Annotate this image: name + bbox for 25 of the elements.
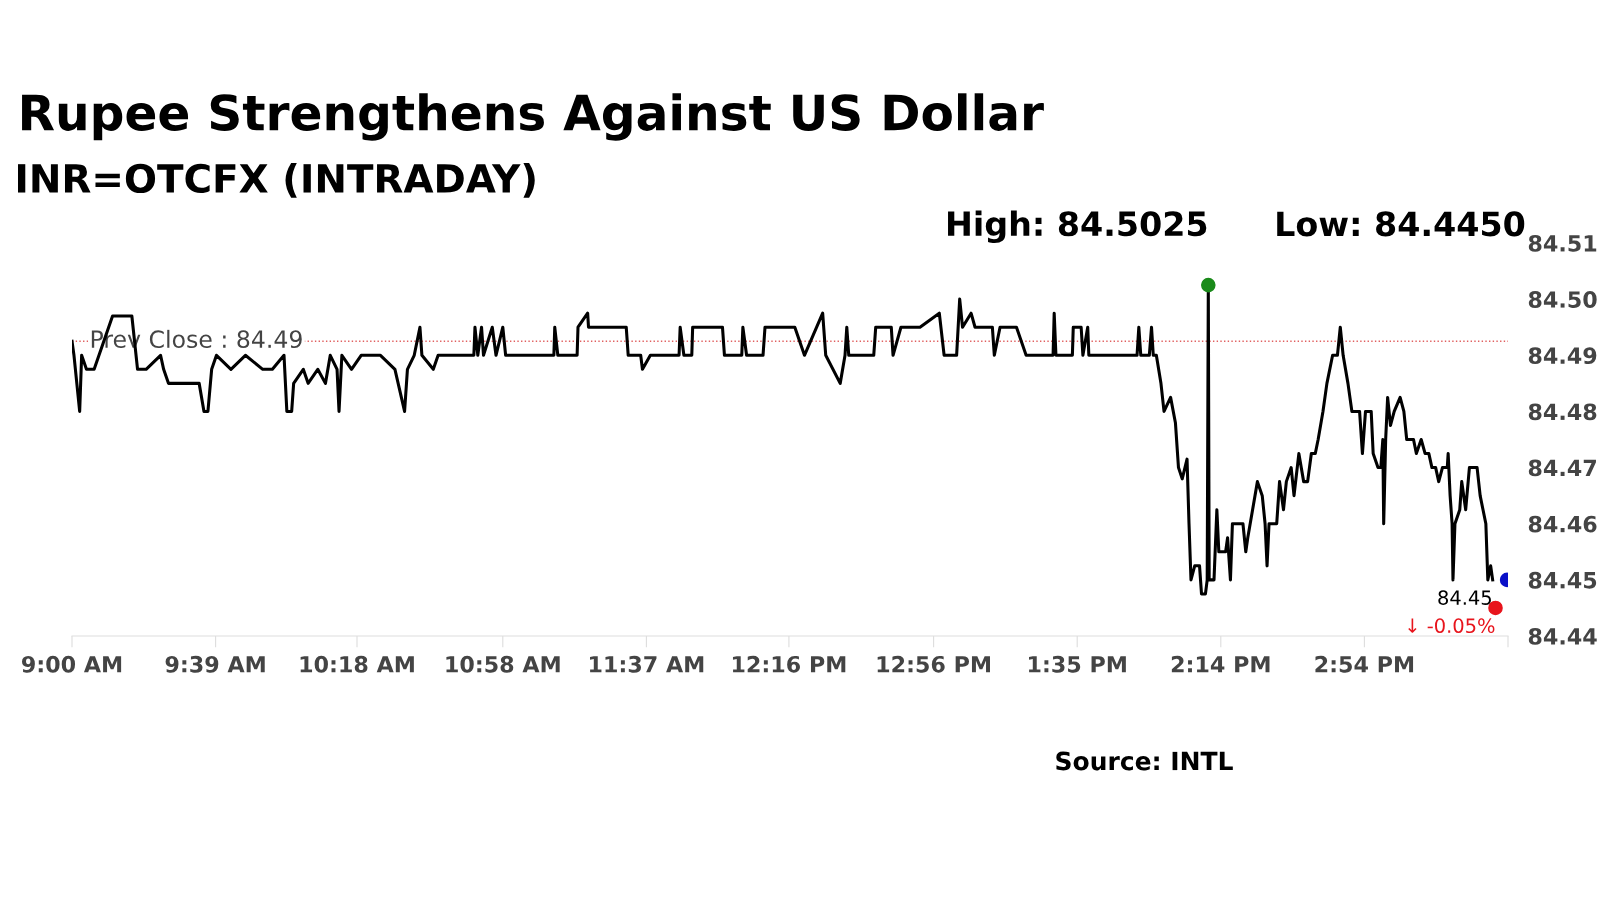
annotation: ↓ -0.05% xyxy=(1408,618,1495,634)
text: High: 84.5025 xyxy=(948,210,1207,244)
annotation: 84.45 xyxy=(1438,590,1491,605)
x-tick-label: 2:14 PM xyxy=(1171,655,1270,673)
y-tick-label: 84.48 xyxy=(1528,403,1597,421)
y-tick-label: 84.50 xyxy=(1528,291,1597,308)
x-tick-label: 9:00 AM xyxy=(21,655,122,673)
y-tick-label: 84.44 xyxy=(1528,627,1597,645)
x-tick-label: 1:35 PM xyxy=(1029,655,1126,673)
y-tick-label: 84.51 xyxy=(1528,234,1597,252)
source-note: Source: INTL xyxy=(1056,751,1233,771)
chart-subtitle: INR=OTCFX (INTRADAY) xyxy=(17,163,535,198)
x-tick-label: 11:37 AM xyxy=(590,655,704,673)
y-tick-label: 84.45 xyxy=(1528,571,1597,589)
chart-title: Rupee Strengthens Against US Dollar xyxy=(22,93,1044,141)
y-tick-label: 84.46 xyxy=(1528,515,1597,533)
x-tick-label: 2:54 PM xyxy=(1315,655,1414,673)
y-tick-label: 84.47 xyxy=(1528,459,1596,477)
text: Low: 84.4450 xyxy=(1277,211,1525,237)
x-tick-label: 9:39 AM xyxy=(165,655,265,673)
x-tick-label: 12:56 PM xyxy=(877,655,990,673)
x-tick-label: 10:58 AM xyxy=(446,655,560,673)
x-tick-label: 12:16 PM xyxy=(732,655,846,673)
x-tick-label: 10:18 AM xyxy=(300,655,414,673)
y-tick-label: 84.49 xyxy=(1528,347,1597,365)
